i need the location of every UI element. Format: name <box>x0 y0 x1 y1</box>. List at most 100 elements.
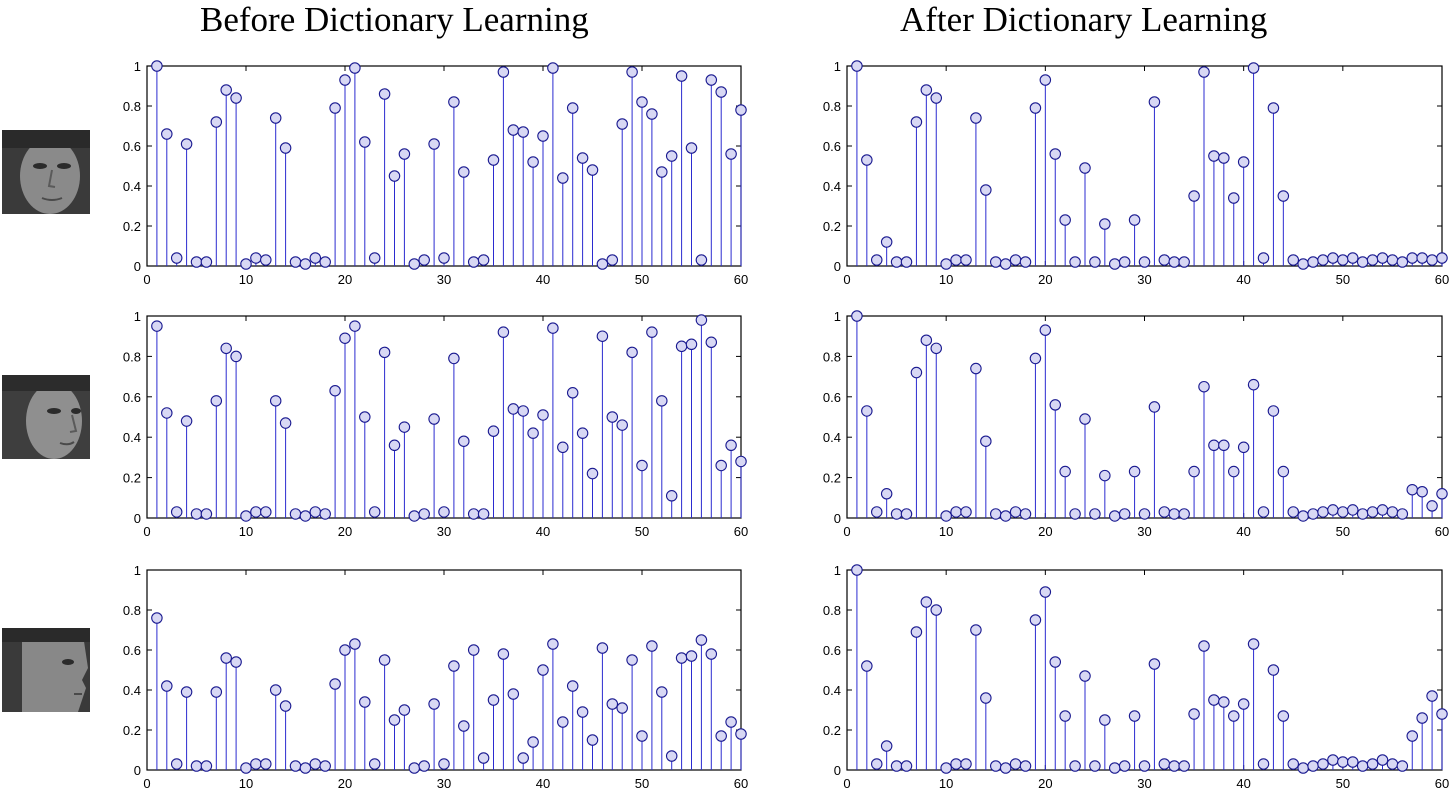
stem-marker <box>1138 760 1151 772</box>
stem-marker <box>438 758 450 770</box>
stem-marker <box>1337 254 1349 266</box>
stem-marker <box>636 730 648 742</box>
stem-marker <box>1089 256 1101 268</box>
plot-row3-before: 00.20.40.60.810 10 20 30 40 50 60 <box>123 563 748 791</box>
stem-marker <box>656 166 668 178</box>
stem-marker <box>1009 254 1022 266</box>
stem-marker <box>359 136 371 148</box>
x-tick-label: 10 <box>939 524 953 539</box>
stem-marker <box>1406 483 1419 496</box>
stem-marker <box>428 138 440 150</box>
x-tick-label: 0 <box>843 524 850 539</box>
stem-marker <box>180 686 193 698</box>
y-tick-label: 0.6 <box>123 643 141 658</box>
stem-marker <box>1188 708 1200 720</box>
stem-marker <box>1436 488 1448 500</box>
y-tick-label: 0.6 <box>823 390 841 405</box>
stem-marker <box>517 405 529 417</box>
x-tick-label: 0 <box>843 272 850 287</box>
stem-marker <box>930 342 942 355</box>
y-tick-label: 0.2 <box>823 471 841 486</box>
stem-marker <box>715 459 727 472</box>
stem-marker <box>527 427 539 439</box>
stem-marker <box>636 459 648 472</box>
stem-marker <box>467 644 480 656</box>
stem-marker <box>606 698 619 710</box>
y-tick-label: 0 <box>134 259 141 274</box>
stem-marker <box>576 152 589 164</box>
stem-marker <box>517 752 529 764</box>
stem-marker <box>1287 254 1300 266</box>
stem-marker <box>1396 760 1409 772</box>
stem-marker <box>970 362 982 375</box>
x-tick-label: 10 <box>239 776 253 791</box>
stem-marker <box>378 654 391 666</box>
stem-marker <box>576 427 589 439</box>
stem-marker <box>1059 710 1071 722</box>
stem-marker <box>1277 710 1290 722</box>
stem-marker <box>1317 254 1329 266</box>
stem-marker <box>1188 465 1200 478</box>
stem-marker <box>1138 256 1151 268</box>
x-tick-label: 30 <box>437 776 451 791</box>
stem-marker <box>1257 506 1270 518</box>
stem-marker <box>1069 256 1081 268</box>
stem-marker <box>1198 380 1210 393</box>
y-tick-label: 0.4 <box>823 179 841 194</box>
stem-marker <box>329 102 341 114</box>
x-tick-label: 30 <box>1137 776 1151 791</box>
stem-marker <box>507 124 520 136</box>
stem-marker <box>1237 698 1250 710</box>
y-tick-label: 0.8 <box>823 349 841 364</box>
axes-frame <box>846 569 1443 771</box>
stem-marker <box>289 508 302 520</box>
y-tick-label: 0.2 <box>123 471 141 486</box>
stem-marker <box>1168 760 1181 772</box>
stem-marker <box>487 425 500 437</box>
y-tick-label: 0 <box>834 511 841 526</box>
stem-marker <box>319 508 331 520</box>
stem-marker <box>626 346 638 359</box>
x-tick-label: 40 <box>1236 272 1250 287</box>
stem-marker <box>210 395 223 407</box>
stem-marker <box>1198 640 1210 652</box>
x-tick-label: 30 <box>437 272 451 287</box>
stem-marker <box>1267 405 1280 417</box>
x-tick-label: 60 <box>734 524 748 539</box>
stem-marker <box>1148 96 1161 108</box>
stem-marker <box>1366 758 1379 770</box>
stem-marker <box>240 762 252 774</box>
stem-marker <box>980 435 992 447</box>
stem-marker <box>1109 762 1121 774</box>
x-tick-label: 60 <box>734 272 748 287</box>
stem-marker <box>299 510 312 522</box>
y-tick-label: 0.8 <box>823 603 841 618</box>
stem-marker <box>870 506 883 518</box>
stem-marker <box>210 116 223 128</box>
y-tick-label: 1 <box>134 309 141 324</box>
stem-marker <box>309 758 322 770</box>
y-tick-label: 0.4 <box>123 179 141 194</box>
y-tick-label: 0.6 <box>823 139 841 154</box>
stem-marker <box>1069 508 1081 520</box>
stem-marker <box>1257 252 1270 264</box>
stem-marker <box>329 678 341 690</box>
stem-marker <box>685 650 698 662</box>
stem-marker <box>566 102 579 114</box>
stem-marker <box>1386 506 1399 518</box>
y-tick-label: 1 <box>834 563 841 578</box>
y-tick-label: 1 <box>134 59 141 74</box>
stem-marker <box>339 74 351 86</box>
stem-marker <box>1307 508 1319 520</box>
stem-marker <box>1178 256 1190 268</box>
stem-marker <box>566 680 579 692</box>
stem-marker <box>458 720 470 732</box>
stem-marker <box>1188 190 1200 202</box>
stem-marker <box>576 706 589 718</box>
stem-marker <box>1059 465 1071 478</box>
stem-marker <box>1128 710 1141 722</box>
stem-marker <box>190 256 203 268</box>
stem-marker <box>900 508 913 520</box>
stem-marker <box>220 342 232 355</box>
stem-marker <box>497 648 510 660</box>
